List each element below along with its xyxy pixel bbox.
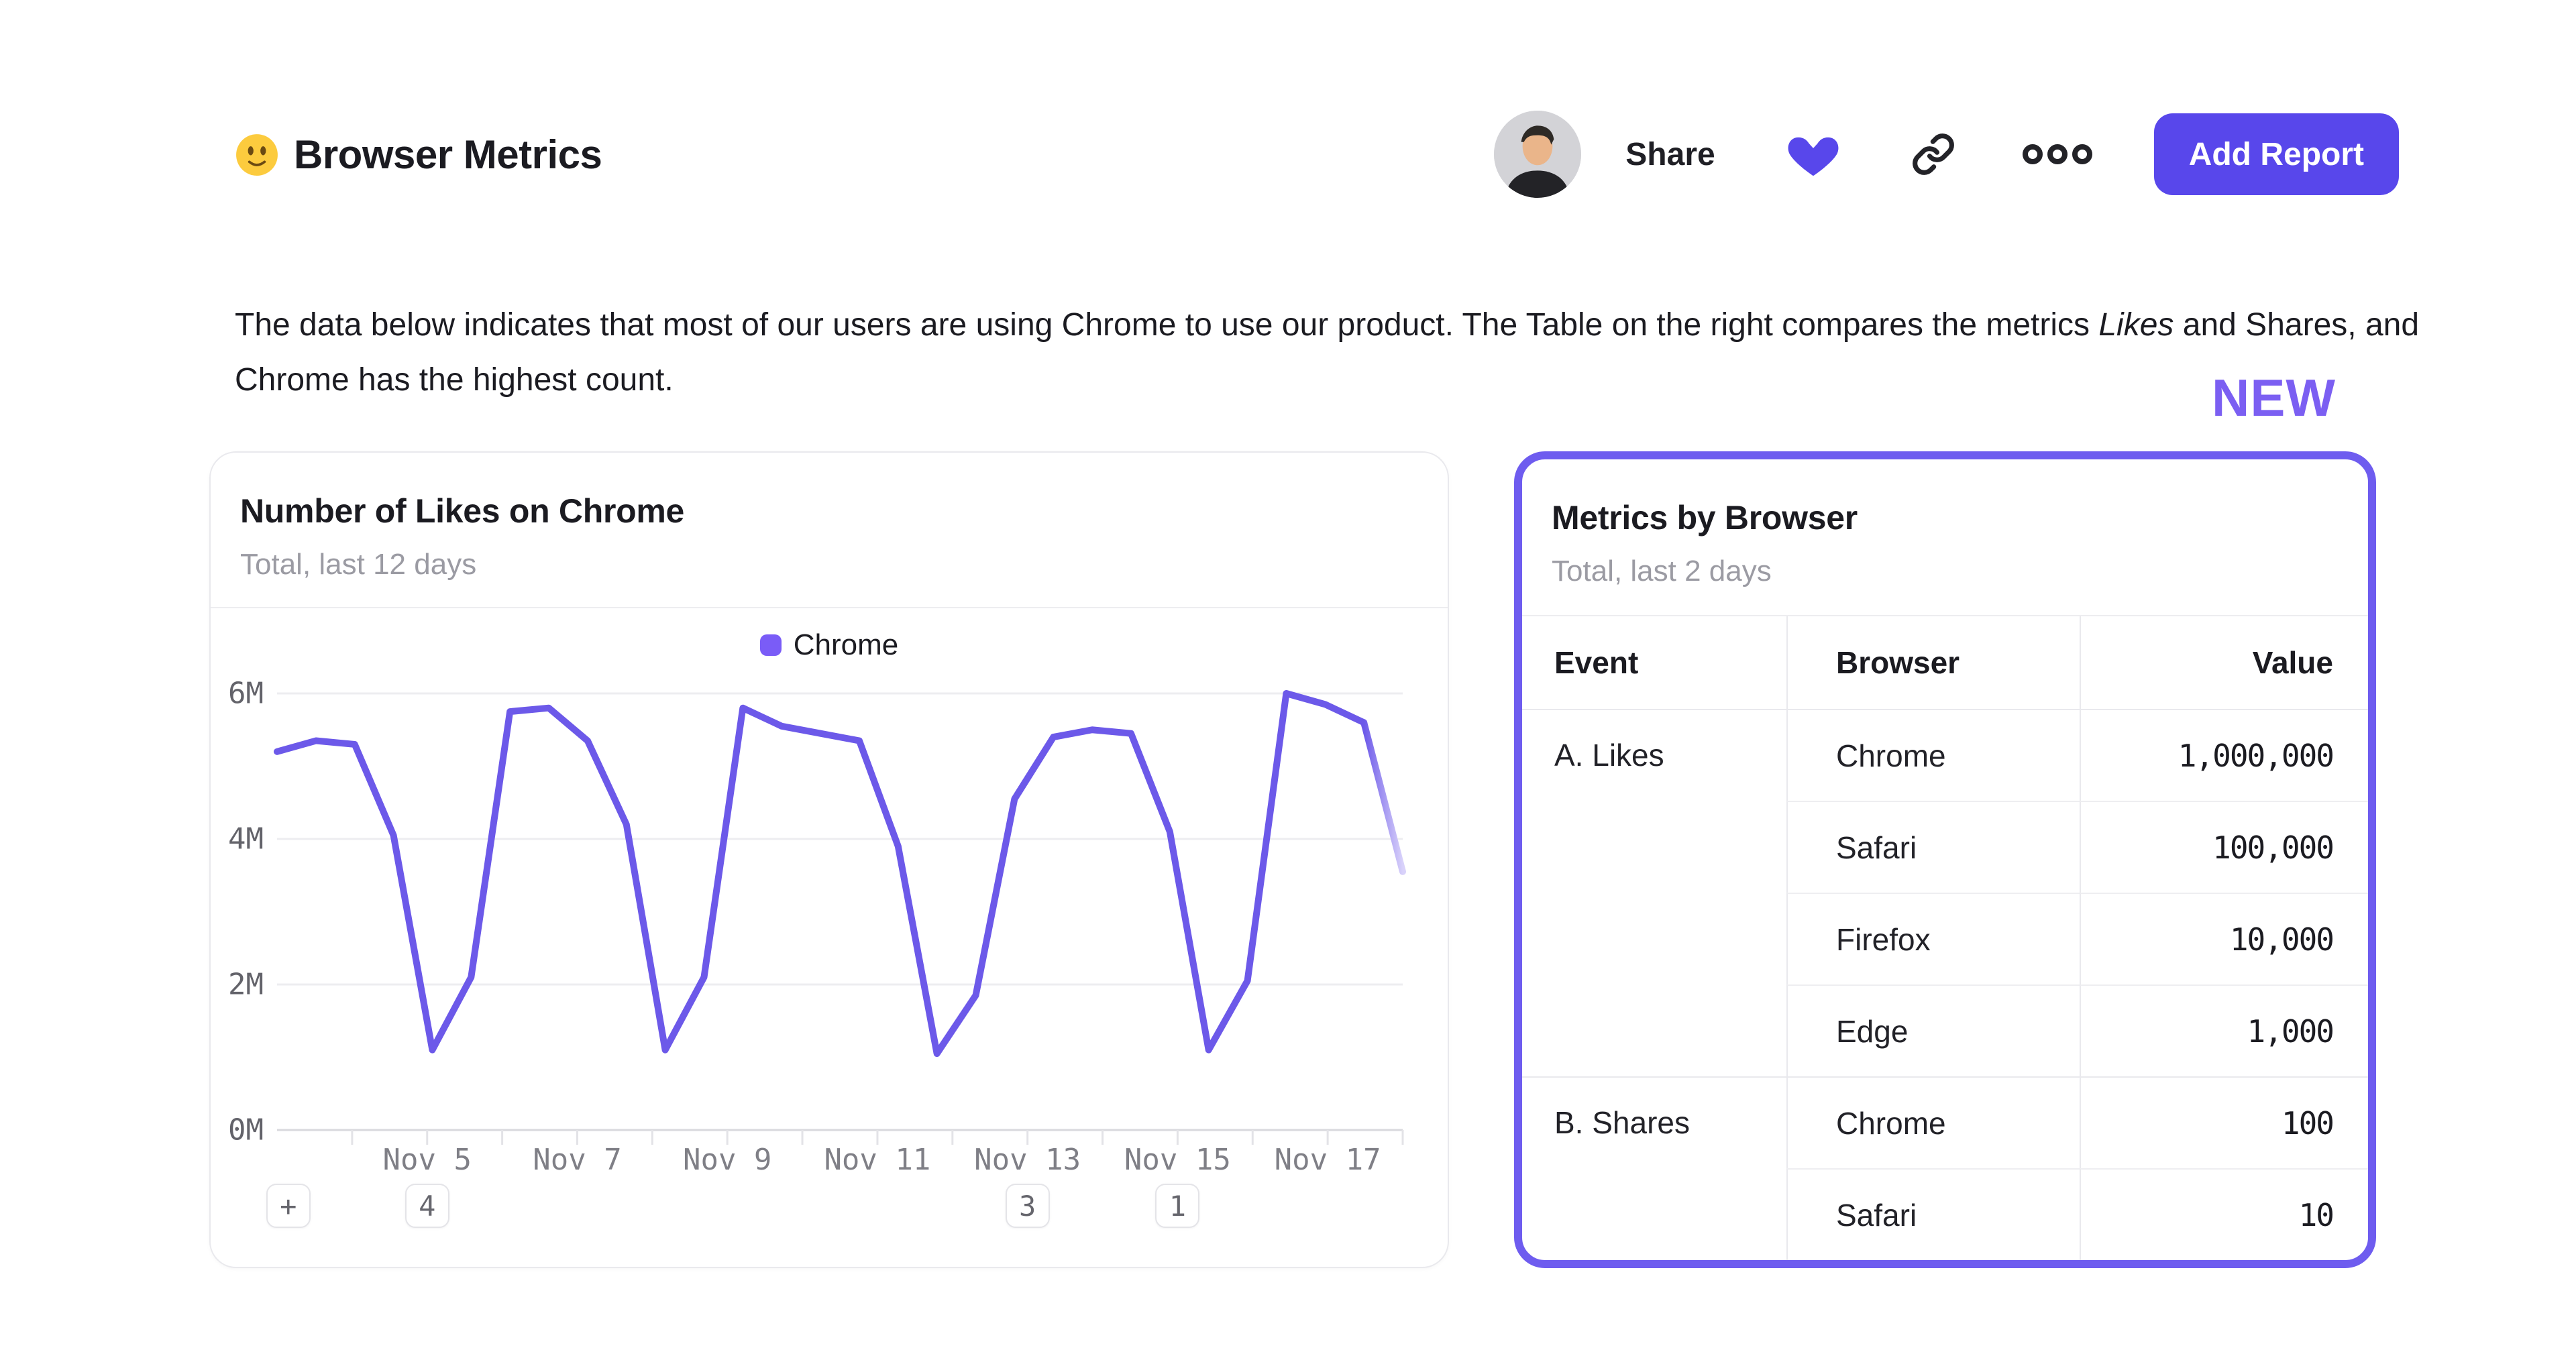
- table-cell-browser: Firefox: [1786, 893, 2080, 984]
- table-cell-browser: Safari: [1786, 801, 2080, 893]
- chart-card-title: Number of Likes on Chrome: [240, 492, 685, 530]
- table-card-subtitle: Total, last 2 days: [1552, 555, 1772, 587]
- table-card: Metrics by Browser Total, last 2 days Ev…: [1514, 451, 2376, 1268]
- chart-card-header: Number of Likes on Chrome Total, last 12…: [211, 453, 1448, 581]
- new-badge: NEW: [2212, 368, 2336, 427]
- table-cell-value: 100,000: [2080, 801, 2368, 893]
- chart-area: Chrome 0M 2M 4M 6M Nov 5 Nov 7 Nov 9 Nov 11 Nov …: [211, 608, 1448, 1262]
- table-cell-value: 10: [2080, 1168, 2368, 1260]
- add-annotation-chip[interactable]: +: [266, 1184, 311, 1228]
- table-cell-browser: Edge: [1786, 984, 2080, 1076]
- ellipsis-icon: [2022, 144, 2092, 164]
- table-cell-value: 10,000: [2080, 893, 2368, 984]
- more-options-button[interactable]: [2022, 142, 2092, 167]
- column-header-value: Value: [2080, 616, 2368, 709]
- page-title: Browser Metrics: [294, 132, 602, 177]
- smiley-emoji-icon: [236, 133, 278, 176]
- x-axis-label: Nov 11: [824, 1143, 931, 1177]
- heart-icon: [1788, 137, 1839, 176]
- chart-legend: Chrome: [211, 628, 1448, 662]
- chart-card-subtitle: Total, last 12 days: [240, 548, 477, 581]
- page-title-row: Browser Metrics: [235, 131, 602, 178]
- table-card-title: Metrics by Browser: [1552, 499, 1858, 536]
- favorite-button[interactable]: [1782, 125, 1844, 183]
- y-axis-label: 4M: [228, 822, 264, 856]
- avatar-image: [1494, 111, 1582, 198]
- description-text: The data below indicates that most of ou…: [235, 307, 2420, 398]
- x-axis-label: Nov 13: [974, 1143, 1081, 1177]
- annotation-count-chip[interactable]: 3: [1005, 1184, 1050, 1228]
- table-cell-value: 1,000,000: [2080, 709, 2368, 801]
- header-actions: Share Add Report: [1494, 107, 2399, 201]
- chrome-likes-line-faded: [1360, 719, 1406, 875]
- link-icon: [1912, 133, 1954, 175]
- add-report-button[interactable]: Add Report: [2153, 113, 2399, 195]
- y-axis-label: 6M: [228, 676, 264, 711]
- table-cell-value: 100: [2080, 1076, 2368, 1168]
- x-axis-label: Nov 7: [533, 1143, 622, 1177]
- table-cell-browser: Chrome: [1786, 709, 2080, 801]
- event-group-likes: A. Likes: [1522, 709, 1786, 1076]
- avatar[interactable]: [1494, 111, 1582, 198]
- event-group-shares: B. Shares: [1522, 1076, 1786, 1260]
- annotation-count-chip[interactable]: 4: [405, 1184, 449, 1228]
- legend-swatch-chrome: [759, 634, 782, 656]
- line-chart: [274, 690, 1406, 1145]
- share-button[interactable]: Share: [1625, 136, 1715, 172]
- table-cell-browser: Safari: [1786, 1168, 2080, 1260]
- table-card-header: Metrics by Browser Total, last 2 days: [1522, 459, 2368, 588]
- column-header-event: Event: [1554, 645, 1639, 680]
- chart-card-divider: [211, 607, 1448, 608]
- chart-card: Number of Likes on Chrome Total, last 12…: [209, 451, 1449, 1268]
- table-cell-value: 1,000: [2080, 984, 2368, 1076]
- table-cell-browser: Chrome: [1786, 1076, 2080, 1168]
- chrome-likes-line: [274, 690, 1368, 1058]
- annotation-count-chip[interactable]: 1: [1155, 1184, 1200, 1228]
- x-axis-label: Nov 5: [382, 1143, 472, 1177]
- metrics-table: Event Browser Value A. Likes Chrome 1,00…: [1522, 615, 2368, 1260]
- x-axis-label: Nov 15: [1124, 1143, 1231, 1177]
- x-axis-label: Nov 9: [682, 1143, 772, 1177]
- y-axis-label: 0M: [228, 1113, 264, 1147]
- x-axis-label: Nov 17: [1274, 1143, 1381, 1177]
- legend-label: Chrome: [793, 628, 899, 661]
- y-axis-label: 2M: [228, 967, 264, 1002]
- column-header-browser: Browser: [1786, 616, 2080, 709]
- copy-link-button[interactable]: [1911, 132, 1955, 176]
